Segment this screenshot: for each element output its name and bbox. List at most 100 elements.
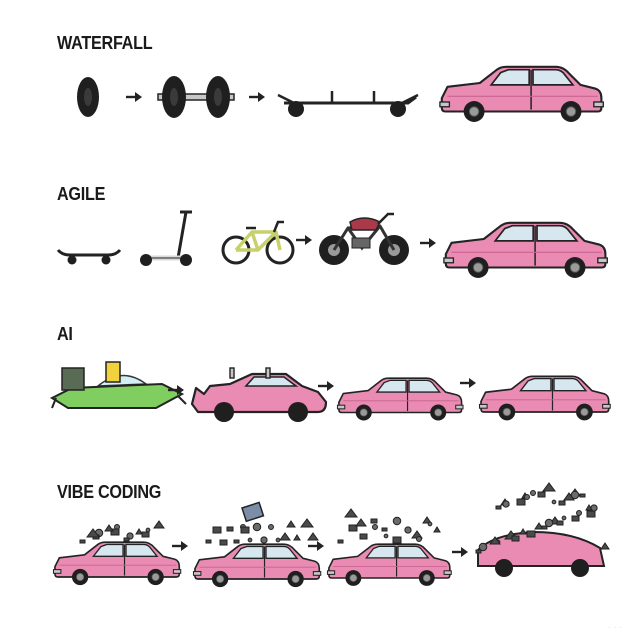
debris-piece	[240, 526, 250, 534]
hub-right	[214, 88, 222, 106]
arrow-icon	[450, 545, 470, 559]
debris-piece	[511, 535, 520, 542]
arrow-icon	[458, 376, 478, 390]
debris-piece	[427, 521, 433, 527]
debris-piece	[268, 524, 274, 530]
scooter-stem	[176, 211, 188, 259]
tire-groove	[84, 88, 92, 106]
debris-piece	[524, 494, 530, 500]
debris-piece	[516, 498, 526, 506]
debris-piece	[300, 518, 314, 528]
monitor-shape	[241, 501, 265, 523]
roof-antenna	[229, 367, 235, 379]
debris-piece	[433, 526, 441, 533]
debris-piece	[478, 542, 488, 552]
debris-piece	[561, 515, 567, 521]
wheel-icon	[211, 570, 229, 588]
arrow-icon	[418, 236, 438, 250]
debris-piece	[556, 520, 564, 526]
arrow-icon	[247, 90, 267, 104]
arrow-icon	[316, 379, 336, 393]
skateboard-deck	[56, 249, 122, 257]
debris-piece	[495, 505, 502, 510]
debris-piece	[355, 518, 367, 527]
wheel-icon	[498, 403, 516, 421]
pink-sedan-waterfall	[438, 65, 605, 123]
wheel-icon	[467, 256, 490, 279]
hovercar-fins	[51, 395, 187, 409]
debris-piece	[392, 516, 402, 526]
chassis-rail	[284, 95, 417, 105]
monitor-debris-icon	[241, 501, 265, 523]
debris-piece	[542, 482, 556, 492]
chassis-ends	[277, 93, 419, 105]
debris-piece	[541, 525, 548, 530]
wheel-icon	[355, 404, 373, 421]
debris-piece	[348, 524, 358, 532]
debris-piece	[519, 528, 527, 535]
debris-piece	[571, 515, 580, 522]
hovercar-dome	[95, 374, 149, 387]
debris-piece	[226, 526, 234, 532]
debris-piece	[576, 510, 582, 516]
debris-piece	[104, 524, 114, 532]
debris-piece	[86, 528, 100, 538]
heading-waterfall: WATERFALL	[57, 33, 153, 53]
debris-piece	[544, 518, 554, 528]
wheel-icon	[429, 404, 447, 421]
debris-piece	[372, 524, 378, 530]
debris-piece	[359, 533, 368, 540]
wheel-icon	[214, 402, 234, 422]
debris-piece	[286, 520, 296, 528]
pink-sedan-ai-2	[478, 375, 612, 421]
debris-piece	[79, 539, 86, 544]
pink-sports-car	[190, 367, 328, 422]
debris-piece	[558, 500, 566, 506]
debris-piece	[141, 531, 150, 538]
debris-piece	[579, 493, 586, 498]
debris-piece	[275, 537, 281, 543]
debris-piece	[205, 539, 212, 544]
heading-ai: AI	[57, 324, 73, 344]
debris-piece	[260, 536, 268, 544]
bike-frame	[234, 230, 282, 252]
debris-piece	[307, 532, 319, 541]
wheel-icon	[345, 569, 362, 587]
debris-piece	[110, 528, 120, 536]
junk-pile-large	[337, 508, 441, 544]
wheel-icon	[180, 254, 192, 266]
debris-piece	[337, 539, 344, 544]
pink-sedan-ai-1	[336, 377, 464, 421]
debris-piece	[475, 549, 482, 554]
debris-piece	[123, 537, 130, 542]
wheel-icon	[71, 568, 89, 586]
wheel-icon	[101, 255, 111, 265]
debris-piece	[530, 490, 536, 496]
debris-piece	[145, 527, 151, 533]
wheel-icon	[288, 402, 308, 422]
roof-antenna	[265, 367, 271, 379]
moto-engine	[351, 237, 371, 249]
debris-piece	[586, 510, 596, 518]
tire-icon	[77, 77, 99, 117]
debris-piece	[153, 520, 165, 529]
pink-sedan-agile	[442, 221, 609, 279]
debris-piece	[585, 504, 593, 511]
chassis-icon	[277, 91, 419, 117]
debris-piece	[416, 536, 422, 542]
debris-piece	[422, 516, 432, 524]
heading-agile: AGILE	[57, 184, 106, 204]
debris-piece	[551, 499, 557, 505]
debris-piece	[526, 530, 536, 538]
debris-piece	[404, 526, 412, 534]
debris-piece	[344, 508, 358, 518]
wheel-icon	[67, 255, 77, 265]
driver-figure	[105, 361, 121, 383]
pink-sedan-vibe-1	[52, 541, 182, 586]
axle-bar	[157, 93, 235, 101]
wrecked-junk-heap	[477, 530, 606, 577]
watermark: · · ·	[608, 622, 622, 632]
moto-tank	[349, 217, 382, 231]
arrow-icon	[306, 539, 326, 553]
motorcycle-icon	[319, 212, 409, 265]
